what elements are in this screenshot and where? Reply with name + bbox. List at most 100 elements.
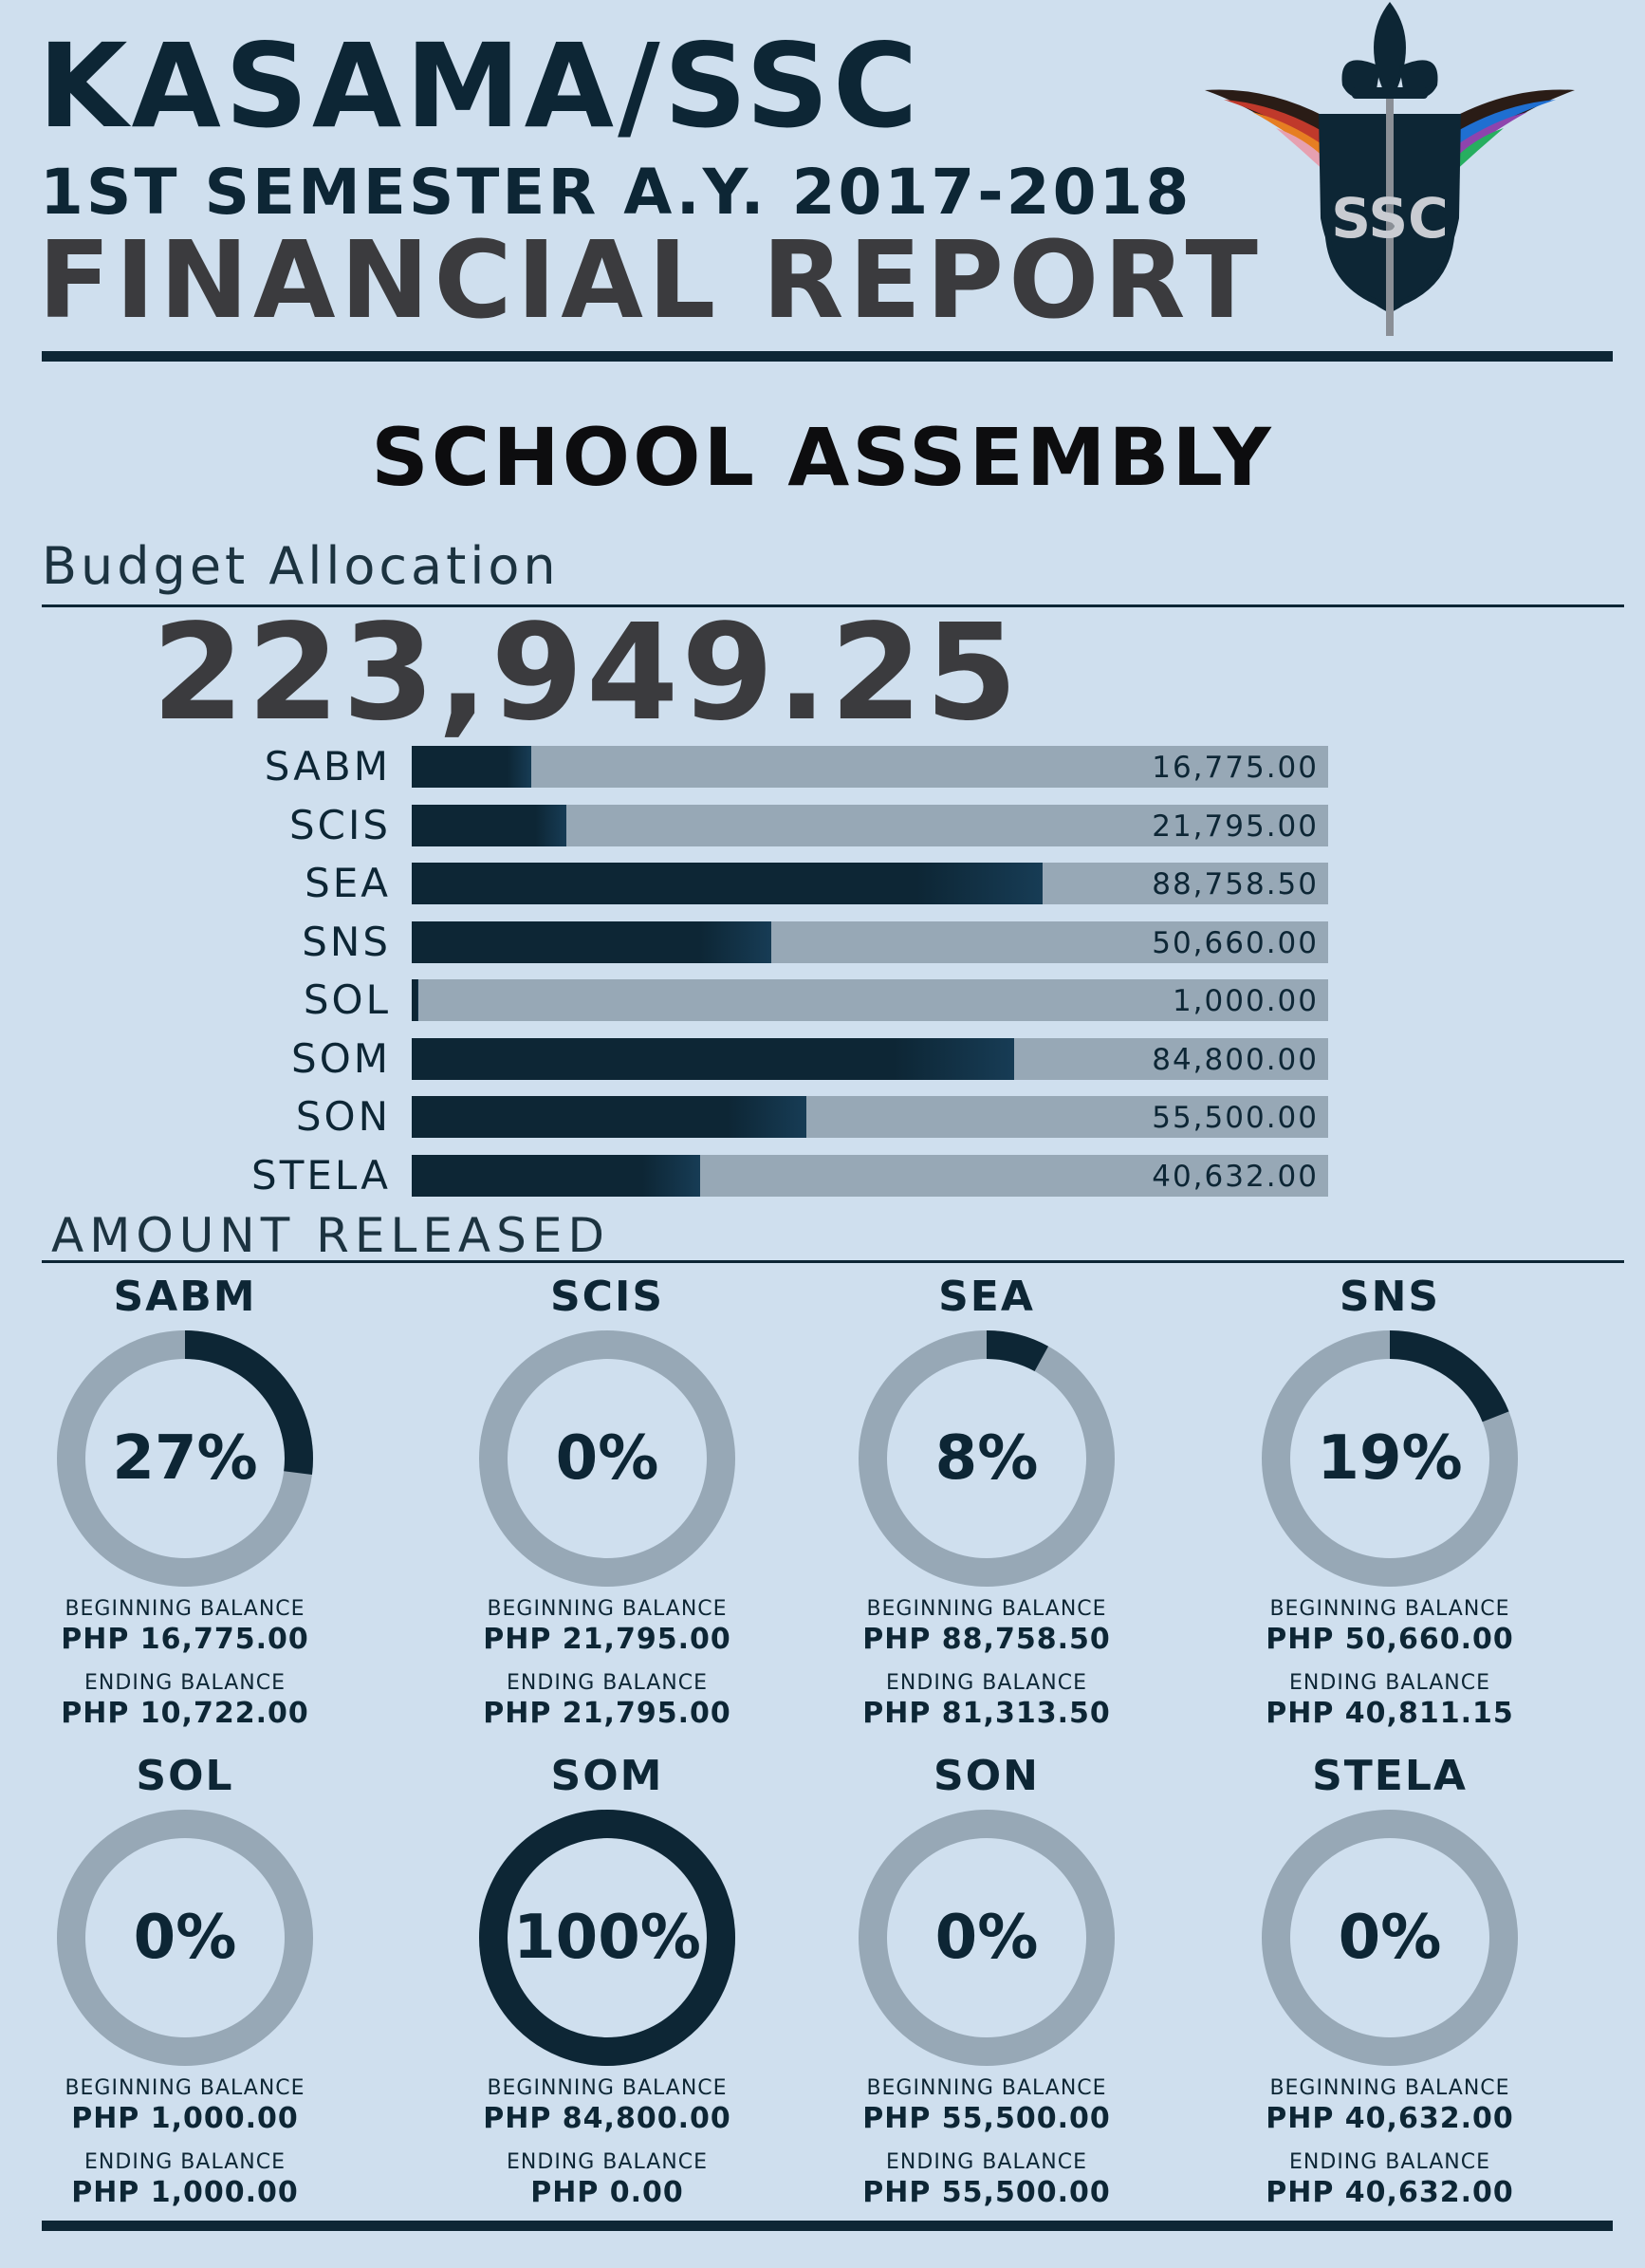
donut-card: STELA 0% BEGINNING BALANCE PHP 40,632.00 END… — [1219, 1756, 1561, 2268]
donut-percent-label: 19% — [1317, 1423, 1463, 1494]
beginning-balance-label: BEGINNING BALANCE — [65, 2076, 305, 2100]
beginning-balance-value: PHP 50,660.00 — [1266, 1623, 1514, 1656]
donut-chart — [479, 1810, 735, 2066]
donut-chart — [479, 1330, 735, 1587]
page-title: KASAMA/SSC — [38, 19, 922, 154]
bar-value-label: 1,000.00 — [1172, 984, 1319, 1018]
bar-category-label: SABM — [264, 743, 391, 790]
beginning-balance-value: PHP 88,758.50 — [862, 1623, 1111, 1656]
donut-track — [859, 1810, 1115, 2066]
wing-left-icon — [1205, 89, 1338, 173]
bar-row: SNS 50,660.00 — [0, 918, 1645, 965]
bar-track: 88,758.50 — [412, 863, 1328, 904]
donut-percent-label: 0% — [1338, 1903, 1442, 1973]
bar — [412, 804, 567, 846]
wing-right-icon — [1442, 89, 1575, 173]
report-title: FINANCIAL REPORT — [38, 219, 1263, 343]
bar — [412, 1037, 1014, 1080]
donut-slice — [57, 1330, 313, 1587]
bar-track: 84,800.00 — [412, 1037, 1328, 1080]
donut-track — [479, 1330, 735, 1587]
bar — [412, 863, 1043, 904]
donut-title: STELA — [1312, 1752, 1468, 1800]
donut-chart — [57, 1330, 313, 1587]
donut-title: SEA — [938, 1273, 1035, 1321]
donut-percent-label: 27% — [112, 1423, 258, 1494]
donut-chart — [1262, 1810, 1518, 2066]
bar-track: 50,660.00 — [412, 920, 1328, 963]
beginning-balance-label: BEGINNING BALANCE — [866, 1597, 1107, 1621]
sword-icon — [1386, 99, 1394, 336]
bar-value-label: 16,775.00 — [1152, 751, 1319, 785]
beginning-balance-value: PHP 84,800.00 — [483, 2102, 731, 2135]
budget-label: Budget Allocation — [42, 536, 560, 596]
ending-balance-label: ENDING BALANCE — [84, 1671, 286, 1695]
beginning-balance-value: PHP 40,632.00 — [1266, 2102, 1514, 2135]
donut-percent-label: 0% — [555, 1423, 659, 1494]
page-subtitle: 1ST SEMESTER A.Y. 2017-2018 — [40, 156, 1192, 229]
beginning-balance-label: BEGINNING BALANCE — [1269, 1597, 1510, 1621]
laurel-right-icon — [1397, 236, 1454, 307]
laurel-left-icon — [1325, 236, 1382, 307]
bar-value-label: 88,758.50 — [1152, 867, 1319, 902]
bar-category-label: SON — [295, 1093, 391, 1140]
donut-title: SCIS — [549, 1273, 665, 1321]
ending-balance-label: ENDING BALANCE — [1289, 2150, 1490, 2174]
bar — [412, 920, 772, 963]
donut-percent-label: 8% — [934, 1423, 1039, 1494]
ending-balance-value: PHP 1,000.00 — [71, 2176, 299, 2209]
bar — [412, 1096, 806, 1138]
ending-balance-label: ENDING BALANCE — [886, 2150, 1087, 2174]
bar-category-label: SOL — [303, 976, 391, 1023]
beginning-balance-label: BEGINNING BALANCE — [1269, 2076, 1510, 2100]
beginning-balance-value: PHP 16,775.00 — [61, 1623, 309, 1656]
beginning-balance-value: PHP 21,795.00 — [483, 1623, 731, 1656]
bar-row: SCIS 21,795.00 — [0, 804, 1645, 846]
donut-track — [1262, 1810, 1518, 2066]
bar — [412, 979, 419, 1021]
ending-balance-value: PHP 81,313.50 — [862, 1697, 1111, 1730]
bar-category-label: STELA — [251, 1151, 391, 1199]
bar-row: SOL 1,000.00 — [0, 979, 1645, 1021]
header-divider — [42, 351, 1613, 362]
donut-card: SON 0% BEGINNING BALANCE PHP 55,500.00 ENDIN… — [816, 1756, 1157, 2268]
donut-title: SON — [933, 1752, 1040, 1800]
ending-balance-label: ENDING BALANCE — [507, 1671, 708, 1695]
ending-balance-value: PHP 21,795.00 — [483, 1697, 731, 1730]
ending-balance-label: ENDING BALANCE — [84, 2150, 286, 2174]
beginning-balance-label: BEGINNING BALANCE — [487, 2076, 728, 2100]
bar-row: SON 55,500.00 — [0, 1096, 1645, 1138]
bar-value-label: 84,800.00 — [1152, 1042, 1319, 1077]
bar-track: 40,632.00 — [412, 1154, 1328, 1197]
bar-value-label: 40,632.00 — [1152, 1159, 1319, 1194]
donut-percent-label: 0% — [133, 1903, 237, 1973]
bar-category-label: SNS — [302, 918, 391, 965]
donut-title: SABM — [113, 1273, 257, 1321]
ending-balance-value: PHP 55,500.00 — [862, 2176, 1111, 2209]
bar-value-label: 50,660.00 — [1152, 925, 1319, 960]
bar-value-label: 21,795.00 — [1152, 809, 1319, 844]
donut-track — [57, 1810, 313, 2066]
donut-card: SEA 8% BEGINNING BALANCE PHP 88,758.50 ENDIN… — [816, 1276, 1157, 1789]
bar-value-label: 55,500.00 — [1152, 1101, 1319, 1135]
beginning-balance-label: BEGINNING BALANCE — [65, 1597, 305, 1621]
bar — [412, 1154, 701, 1197]
donut-title: SOM — [550, 1752, 664, 1800]
ending-balance-label: ENDING BALANCE — [1289, 1671, 1490, 1695]
logo-text: SSC — [1331, 186, 1449, 251]
section-title: SCHOOL ASSEMBLY — [371, 411, 1274, 504]
ending-balance-value: PHP 40,811.15 — [1266, 1697, 1514, 1730]
donut-chart — [1262, 1330, 1518, 1587]
donut-card: SCIS 0% BEGINNING BALANCE PHP 21,795.00 ENDI… — [436, 1276, 778, 1789]
donut-card: SNS 19% BEGINNING BALANCE PHP 50,660.00 ENDI… — [1219, 1276, 1561, 1789]
bar-category-label: SOM — [291, 1034, 391, 1082]
beginning-balance-value: PHP 1,000.00 — [71, 2102, 299, 2135]
ending-balance-value: PHP 40,632.00 — [1266, 2176, 1514, 2209]
beginning-balance-value: PHP 55,500.00 — [862, 2102, 1111, 2135]
beginning-balance-label: BEGINNING BALANCE — [866, 2076, 1107, 2100]
bar-track: 16,775.00 — [412, 746, 1328, 788]
donut-card: SABM 27% BEGINNING BALANCE PHP 16,775.00 END… — [14, 1276, 356, 1789]
bar — [412, 746, 531, 788]
ending-balance-label: ENDING BALANCE — [507, 2150, 708, 2174]
released-label: AMOUNT RELEASED — [51, 1208, 610, 1263]
